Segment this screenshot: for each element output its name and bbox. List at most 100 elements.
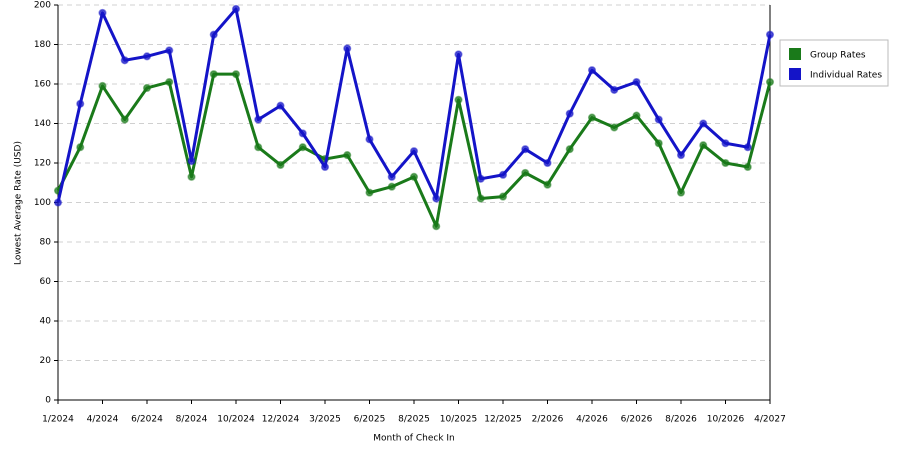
data-point (231, 4, 241, 13)
x-tick-label: 8/2025 (398, 415, 430, 425)
data-point (343, 44, 352, 53)
y-tick-label: 40 (40, 317, 52, 327)
x-tick-label: 4/2027 (754, 415, 786, 425)
legend-label: Group Rates (810, 51, 866, 61)
x-tick-label: 4/2024 (87, 415, 119, 425)
x-tick-label: 4/2026 (576, 415, 608, 425)
x-tick-label: 8/2024 (176, 415, 208, 425)
data-point (165, 46, 174, 55)
data-point (343, 151, 352, 160)
data-point (231, 70, 241, 79)
data-point (98, 8, 107, 17)
data-point (721, 139, 730, 148)
data-point (699, 141, 708, 150)
data-point (254, 115, 263, 124)
data-point (209, 70, 218, 79)
data-point (498, 192, 508, 201)
x-tick-label: 10/2026 (707, 415, 745, 425)
y-tick-label: 200 (34, 1, 51, 11)
data-point (632, 77, 641, 87)
data-point (521, 145, 530, 154)
data-point (543, 180, 552, 189)
data-point (654, 115, 663, 124)
data-point (498, 170, 508, 179)
x-tick-label: 6/2026 (621, 415, 653, 425)
data-point (476, 194, 485, 203)
data-point (721, 158, 730, 168)
x-axis-label: Month of Check In (373, 434, 455, 444)
data-point (409, 172, 419, 181)
data-point (120, 115, 129, 124)
y-tick-label: 180 (34, 40, 51, 50)
data-point (743, 143, 752, 152)
x-tick-label: 10/2025 (440, 415, 477, 425)
legend-label: Individual Rates (810, 71, 882, 81)
data-point (387, 182, 396, 191)
data-point (320, 162, 330, 171)
y-tick-label: 140 (34, 119, 51, 129)
data-point (565, 145, 574, 154)
y-tick-label: 20 (40, 356, 52, 366)
data-point (632, 111, 641, 120)
data-point (387, 172, 396, 181)
data-point (76, 143, 85, 152)
data-point (298, 129, 307, 138)
x-tick-label: 12/2025 (484, 415, 521, 425)
data-point (521, 168, 530, 177)
data-point (209, 30, 218, 39)
data-point (432, 194, 441, 203)
legend-swatch (789, 48, 801, 60)
x-tick-label: 6/2024 (131, 415, 163, 425)
data-point (142, 52, 152, 61)
data-point (743, 162, 752, 171)
data-point (165, 77, 174, 87)
data-point (187, 156, 196, 166)
legend-swatch (789, 68, 801, 80)
data-point (365, 188, 374, 197)
data-point (676, 188, 686, 197)
y-tick-label: 0 (45, 396, 51, 406)
x-tick-label: 1/2024 (42, 415, 74, 425)
x-tick-label: 2/2026 (532, 415, 564, 425)
data-point (432, 222, 441, 231)
data-point (120, 56, 129, 65)
data-point (76, 99, 85, 108)
data-point (587, 113, 597, 122)
data-point (276, 101, 285, 110)
y-axis-label: Lowest Average Rate (USD) (14, 141, 24, 265)
y-tick-label: 160 (34, 80, 51, 90)
data-point (142, 83, 152, 92)
y-tick-label: 100 (34, 198, 51, 208)
x-tick-label: 8/2026 (665, 415, 697, 425)
data-point (565, 109, 574, 118)
x-tick-label: 3/2025 (309, 415, 341, 425)
y-tick-label: 80 (40, 238, 52, 248)
data-point (53, 198, 63, 207)
x-tick-label: 10/2024 (217, 415, 255, 425)
data-point (765, 30, 775, 39)
data-point (610, 85, 619, 94)
data-point (254, 143, 263, 152)
legend: Group Rates Individual Rates (779, 39, 889, 87)
x-tick-label: 12/2024 (262, 415, 300, 425)
data-point (654, 139, 663, 148)
data-point (454, 50, 463, 59)
data-point (409, 147, 419, 156)
data-point (276, 160, 285, 170)
data-point (543, 158, 552, 168)
data-point (98, 81, 107, 91)
data-point (476, 174, 485, 183)
data-point (587, 66, 597, 75)
x-tick-label: 6/2025 (354, 415, 386, 425)
data-point (365, 135, 374, 144)
data-point (765, 77, 775, 87)
data-point (699, 119, 708, 128)
data-point (187, 172, 196, 181)
y-tick-label: 120 (34, 159, 51, 169)
data-point (676, 151, 686, 160)
data-point (610, 123, 619, 132)
data-point (298, 143, 307, 152)
data-point (454, 95, 463, 104)
y-tick-label: 60 (40, 277, 52, 287)
